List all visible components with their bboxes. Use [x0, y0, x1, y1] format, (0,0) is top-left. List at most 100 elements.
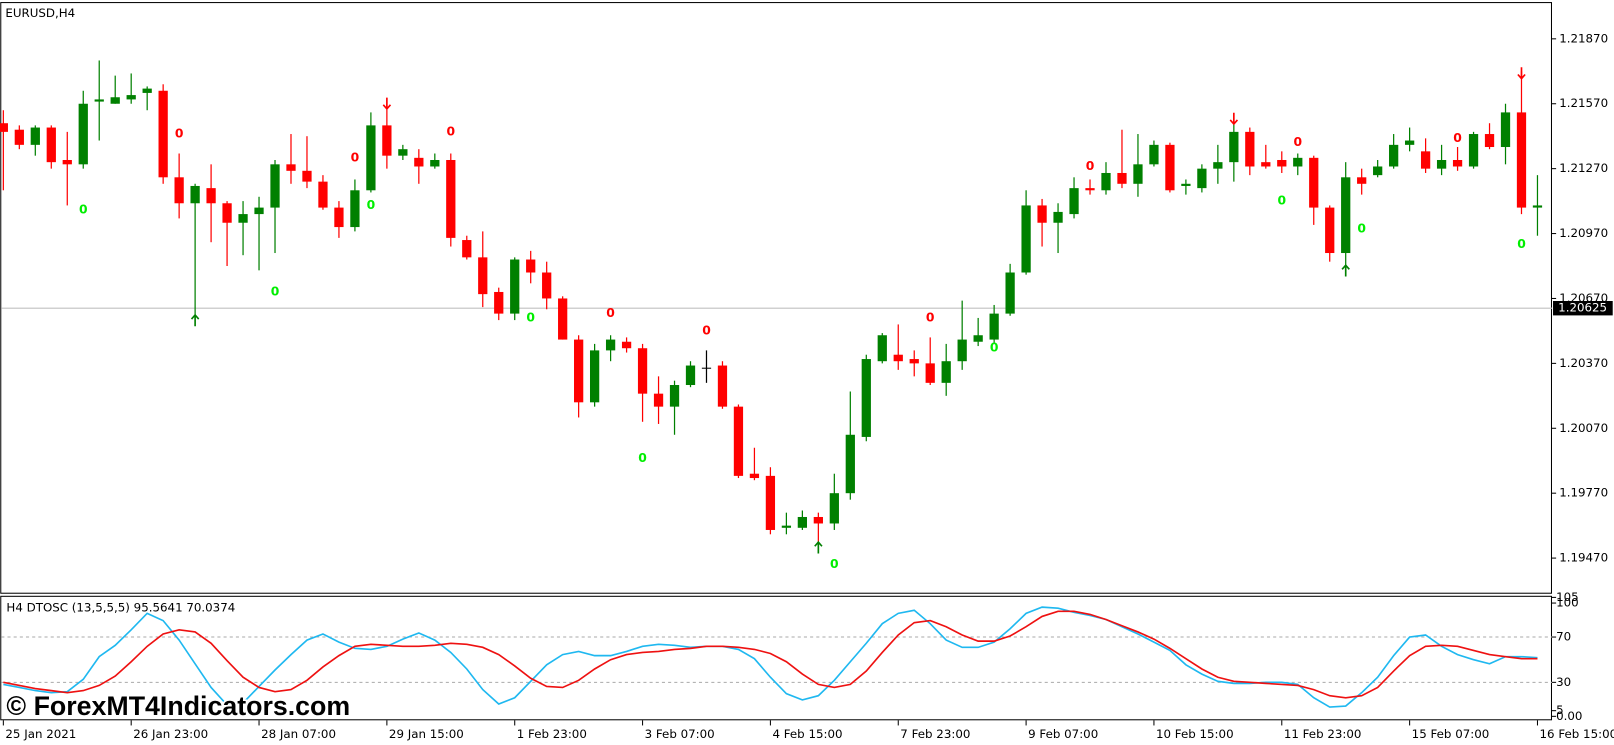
- y-tick-label: 5: [1556, 703, 1564, 717]
- x-tick-label: 28 Jan 07:00: [261, 727, 336, 741]
- signal-marker: 0: [638, 451, 647, 465]
- signal-marker: 0: [830, 557, 839, 571]
- candle-body: [142, 88, 152, 93]
- candle-body: [318, 181, 328, 208]
- signal-marker: 0: [367, 198, 376, 212]
- candle-body: [526, 259, 536, 273]
- candle-body: [637, 348, 648, 394]
- candle-body: [877, 335, 887, 362]
- oscillator-pane: [0, 595, 1552, 721]
- candle-body: [1053, 211, 1063, 223]
- down-arrow: [1517, 67, 1526, 80]
- candle-body: [1149, 144, 1159, 165]
- candle-body: [238, 214, 248, 223]
- candle-body: [653, 393, 664, 407]
- candle-body: [909, 359, 919, 364]
- signal-marker: 0: [606, 306, 615, 320]
- y-tick-label: 1.20970: [1559, 226, 1608, 240]
- candle-body: [574, 339, 584, 403]
- candle-body: [478, 257, 488, 295]
- candle-body: [1389, 144, 1399, 167]
- candle-body: [989, 313, 999, 340]
- candle-body: [621, 341, 632, 349]
- y-tick-label: 1.19470: [1559, 551, 1608, 565]
- x-tick-label: 16 Feb 15:00: [1540, 727, 1614, 741]
- candle-body: [270, 164, 280, 208]
- candle-body: [1500, 112, 1511, 148]
- candle-body: [1181, 183, 1191, 186]
- candle-body: [685, 365, 696, 386]
- candle-body: [366, 125, 376, 191]
- up-arrow: [190, 313, 200, 327]
- candle-body: [1341, 177, 1351, 254]
- x-tick-label: 9 Feb 07:00: [1028, 727, 1098, 741]
- candle-body: [893, 354, 903, 362]
- signal-marker: 0: [271, 284, 280, 298]
- candle-body: [1516, 112, 1527, 208]
- candle-body: [1404, 140, 1415, 145]
- price-pane: [0, 2, 1552, 594]
- current-price-box: [1553, 300, 1613, 316]
- candle-body: [669, 385, 680, 407]
- candle-body: [1197, 168, 1207, 189]
- candle-body: [286, 164, 296, 171]
- y-tick-label: 105: [1556, 590, 1579, 604]
- y-tick-label: 0.00: [1556, 709, 1582, 723]
- candle-body: [558, 298, 568, 340]
- signal-marker: 0: [1293, 135, 1302, 149]
- candle-body: [1245, 131, 1255, 167]
- signal-marker: 0: [990, 341, 999, 355]
- candle-body: [302, 170, 312, 182]
- candle-body: [1133, 164, 1143, 184]
- candle-body: [1165, 144, 1175, 191]
- candle-body: [1069, 188, 1079, 215]
- x-tick-label: 26 Jan 23:00: [133, 727, 208, 741]
- up-arrow: [814, 540, 823, 554]
- indicator-title: H4 DTOSC (13,5,5,5) 95.5641 70.0374: [6, 601, 235, 615]
- candle-body: [1357, 177, 1367, 184]
- candle-body: [1293, 157, 1303, 167]
- x-tick-label: 4 Feb 15:00: [772, 727, 842, 741]
- y-tick-label: 1.20370: [1559, 356, 1608, 370]
- candle-body: [1261, 162, 1271, 167]
- candle-body: [1117, 172, 1127, 184]
- x-tick-label: 15 Feb 07:00: [1412, 727, 1490, 741]
- signal-marker: 0: [175, 127, 184, 141]
- chart-title: EURUSD,H4: [5, 6, 75, 20]
- candle-body: [158, 90, 168, 178]
- candle-body: [941, 361, 951, 383]
- candle-body: [350, 190, 360, 228]
- candle-body: [1420, 151, 1431, 169]
- candle-body: [126, 95, 136, 100]
- candle-body: [701, 367, 712, 369]
- up-arrow: [1341, 263, 1350, 277]
- candle-body: [1373, 166, 1383, 176]
- candle-body: [829, 493, 839, 524]
- candle-body: [1213, 162, 1223, 169]
- y-tick-label: 1.21270: [1559, 161, 1608, 175]
- candle-body: [861, 359, 871, 437]
- candle-body: [78, 103, 88, 165]
- candle-body: [1532, 205, 1543, 208]
- candle-body: [1101, 172, 1111, 191]
- candle-body: [749, 473, 760, 479]
- candle-body: [1037, 205, 1047, 223]
- x-tick-label: 10 Feb 15:00: [1156, 727, 1234, 741]
- signal-marker: 0: [351, 150, 360, 164]
- candle-body: [334, 207, 344, 228]
- candle-body: [813, 516, 823, 524]
- down-arrow: [382, 97, 392, 111]
- candle-body: [589, 350, 600, 403]
- watermark: © ForexMT4Indicators.com: [6, 691, 350, 721]
- candle-body: [430, 159, 440, 167]
- candle-body: [382, 125, 392, 156]
- candle-body: [206, 188, 216, 204]
- candle-body: [254, 207, 264, 215]
- oscillator-line: [3, 606, 1538, 708]
- candle-body: [1229, 131, 1239, 163]
- x-tick-label: 29 Jan 15:00: [389, 727, 464, 741]
- candle-body: [797, 516, 807, 528]
